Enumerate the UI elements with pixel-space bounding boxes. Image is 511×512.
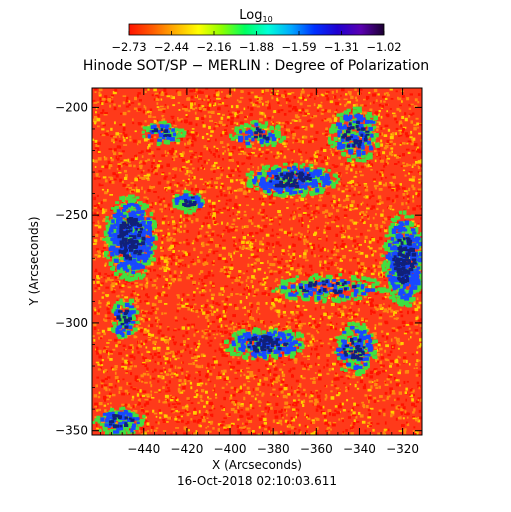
network-patch (171, 189, 205, 215)
x-tick-label: −320 (386, 442, 419, 456)
network-patch (327, 106, 380, 163)
polarization-image (92, 88, 422, 435)
network-patch (111, 298, 140, 339)
colorbar-tick-label: −1.02 (366, 40, 401, 54)
colorbar-tick-label: −1.59 (281, 40, 316, 54)
x-tick-label: −360 (300, 442, 333, 456)
x-axis: −440 −420 −400 −380 −360 −340 −320 (100, 88, 419, 456)
colorbar-tick-label: −2.73 (111, 40, 146, 54)
colorbar-ticks: −2.73 −2.44 −2.16 −1.88 −1.59 −1.31 −1.02 (111, 31, 402, 54)
colorbar-title-base: Log (239, 8, 262, 23)
network-patch (141, 120, 187, 147)
network-patch (245, 162, 341, 198)
colorbar-title-subscript: 10 (263, 15, 273, 24)
colorbar-tick-label: −2.44 (154, 40, 189, 54)
chart-title: Hinode SOT/SP − MERLIN : Degree of Polar… (83, 58, 429, 74)
network-patch (229, 120, 286, 148)
x-tick-label: −420 (170, 442, 203, 456)
y-axis-label: Y (Arcseconds) (27, 216, 41, 306)
colorbar-title: Log10 (239, 8, 272, 24)
network-patch (102, 194, 158, 282)
network-patch (224, 327, 305, 361)
y-tick-label: −200 (55, 100, 88, 114)
x-tick-label: −440 (127, 442, 160, 456)
network-patch (334, 321, 378, 377)
x-axis-label: X (Arcseconds) (212, 458, 302, 472)
y-tick-label: −350 (55, 424, 88, 438)
x-tick-label: −400 (214, 442, 247, 456)
footer-timestamp: 16-Oct-2018 02:10:03.611 (177, 474, 337, 488)
y-tick-label: −250 (55, 208, 88, 222)
colorbar-tick-label: −1.88 (239, 40, 274, 54)
network-patch (92, 406, 146, 435)
x-tick-label: −380 (257, 442, 290, 456)
network-patch (271, 273, 391, 304)
colorbar-tick-label: −2.16 (196, 40, 231, 54)
y-axis: −200 −250 −300 −350 (55, 100, 422, 438)
x-tick-label: −340 (343, 442, 376, 456)
network-patch (381, 210, 422, 308)
colorbar-tick-label: −1.31 (324, 40, 359, 54)
y-tick-label: −300 (55, 316, 88, 330)
plot-frame (91, 87, 423, 436)
